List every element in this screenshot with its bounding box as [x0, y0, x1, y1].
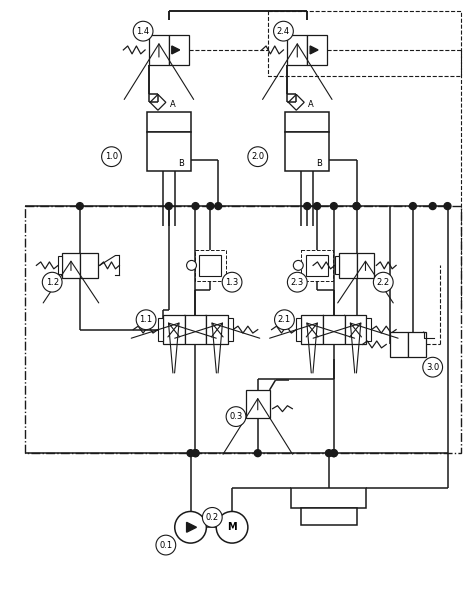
- Circle shape: [202, 508, 222, 527]
- Bar: [307, 35, 327, 65]
- Circle shape: [192, 450, 199, 456]
- Bar: [158, 318, 163, 342]
- Circle shape: [444, 203, 451, 209]
- Bar: [366, 318, 372, 342]
- Bar: [58, 256, 62, 274]
- Bar: [301, 508, 356, 525]
- Circle shape: [187, 261, 197, 270]
- Circle shape: [353, 203, 360, 209]
- Bar: [163, 315, 184, 345]
- Text: 2.3: 2.3: [291, 278, 304, 287]
- Bar: [301, 315, 323, 345]
- Circle shape: [254, 450, 261, 456]
- Circle shape: [274, 310, 294, 330]
- Circle shape: [76, 203, 83, 209]
- Bar: [80, 252, 98, 278]
- Text: 2.0: 2.0: [251, 152, 264, 161]
- Bar: [169, 35, 189, 65]
- Bar: [339, 252, 356, 278]
- Bar: [246, 390, 270, 418]
- Circle shape: [273, 21, 293, 41]
- Circle shape: [410, 203, 416, 209]
- Bar: [147, 132, 191, 171]
- Bar: [292, 488, 366, 508]
- Text: A: A: [308, 100, 314, 109]
- Circle shape: [175, 512, 206, 543]
- Bar: [296, 318, 301, 342]
- Circle shape: [353, 203, 360, 209]
- Text: 0.2: 0.2: [206, 513, 219, 522]
- Circle shape: [156, 535, 176, 555]
- Bar: [268, 11, 461, 76]
- Circle shape: [423, 357, 443, 377]
- Circle shape: [226, 407, 246, 427]
- Circle shape: [216, 512, 248, 543]
- Circle shape: [207, 203, 214, 209]
- Bar: [194, 249, 226, 281]
- Text: 1.3: 1.3: [226, 278, 239, 287]
- Bar: [25, 206, 461, 453]
- Circle shape: [287, 273, 307, 292]
- Bar: [200, 255, 221, 276]
- Circle shape: [330, 450, 337, 456]
- Text: 2.1: 2.1: [278, 315, 291, 324]
- Circle shape: [248, 147, 268, 167]
- Circle shape: [314, 203, 320, 209]
- Text: 2.4: 2.4: [277, 27, 290, 36]
- Circle shape: [192, 450, 199, 456]
- Circle shape: [192, 203, 199, 209]
- Circle shape: [136, 310, 156, 330]
- Bar: [285, 132, 329, 171]
- Bar: [287, 35, 307, 65]
- Circle shape: [165, 203, 172, 209]
- Text: 2.2: 2.2: [377, 278, 390, 287]
- Circle shape: [330, 203, 337, 209]
- Circle shape: [330, 450, 337, 456]
- Bar: [285, 112, 329, 132]
- Text: 0.1: 0.1: [159, 541, 173, 550]
- Text: 3.0: 3.0: [426, 363, 439, 372]
- Polygon shape: [310, 46, 318, 54]
- Text: 1.0: 1.0: [105, 152, 118, 161]
- Bar: [206, 315, 228, 345]
- Bar: [228, 318, 233, 342]
- Bar: [323, 315, 345, 345]
- Circle shape: [187, 450, 194, 456]
- Circle shape: [222, 273, 242, 292]
- Bar: [149, 35, 169, 65]
- Text: 1.4: 1.4: [137, 27, 150, 36]
- Bar: [356, 252, 374, 278]
- Bar: [345, 315, 366, 345]
- Circle shape: [429, 203, 436, 209]
- Polygon shape: [187, 522, 197, 532]
- Bar: [408, 331, 426, 357]
- Circle shape: [101, 147, 121, 167]
- Circle shape: [293, 261, 303, 270]
- Circle shape: [304, 203, 310, 209]
- Text: B: B: [316, 159, 322, 168]
- Bar: [301, 249, 333, 281]
- Bar: [390, 331, 408, 357]
- Text: A: A: [170, 100, 175, 109]
- Bar: [184, 315, 206, 345]
- Text: 0.3: 0.3: [229, 412, 243, 421]
- Polygon shape: [172, 46, 180, 54]
- Bar: [147, 112, 191, 132]
- Text: 1.1: 1.1: [139, 315, 153, 324]
- Circle shape: [374, 273, 393, 292]
- Text: M: M: [227, 522, 237, 533]
- Text: 1.2: 1.2: [46, 278, 59, 287]
- Circle shape: [326, 450, 332, 456]
- Bar: [306, 255, 328, 276]
- Bar: [335, 256, 339, 274]
- Circle shape: [42, 273, 62, 292]
- Circle shape: [133, 21, 153, 41]
- Bar: [62, 252, 80, 278]
- Circle shape: [215, 203, 222, 209]
- Text: B: B: [178, 159, 183, 168]
